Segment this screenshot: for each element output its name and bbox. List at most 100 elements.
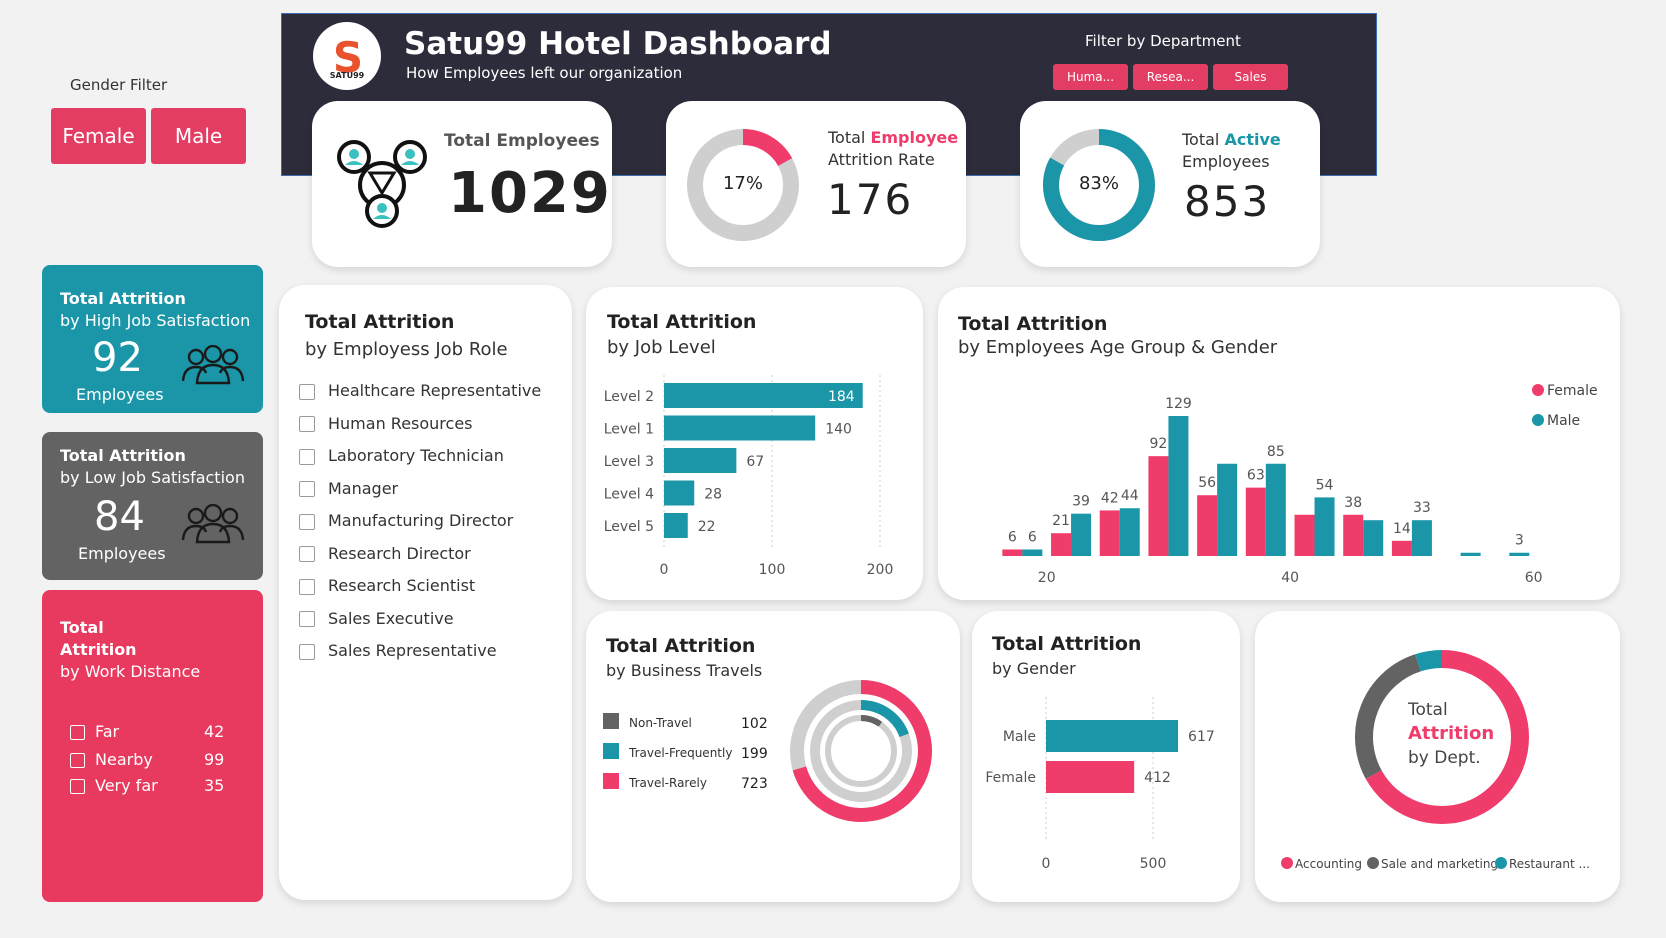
- page-subtitle: How Employees left our organization: [406, 64, 683, 82]
- legend-label: Travel-Rarely: [628, 776, 707, 790]
- center-label-3: by Dept.: [1408, 748, 1481, 768]
- legend-marker: [1532, 414, 1544, 426]
- legend-label: Female: [1547, 383, 1598, 399]
- slice-0: [1365, 650, 1529, 824]
- legend-marker: [603, 773, 619, 789]
- data-label: 21: [1052, 513, 1070, 529]
- checkbox[interactable]: [299, 481, 315, 497]
- job-role-option[interactable]: Research Director: [299, 544, 471, 563]
- data-label: 85: [1267, 444, 1285, 460]
- job-role-option[interactable]: Sales Executive: [299, 609, 454, 628]
- department-card: Total Attrition by Dept. Accounting Sale and…: [1255, 611, 1620, 902]
- bar-female: [1391, 540, 1412, 556]
- checkbox[interactable]: [299, 383, 315, 400]
- checkbox[interactable]: [299, 578, 315, 595]
- data-label: 723: [741, 776, 768, 792]
- center-label-2: Attrition: [1408, 723, 1494, 744]
- x-tick-label: 500: [1140, 856, 1167, 872]
- job-role-title: Total Attrition: [305, 311, 455, 333]
- department-button-human-resources[interactable]: Huma...: [1053, 64, 1128, 90]
- high-satisfaction-subtitle: by High Job Satisfaction: [60, 311, 251, 330]
- gender-subtitle: by Gender: [992, 659, 1076, 678]
- data-label: 67: [746, 454, 764, 470]
- job-role-option[interactable]: Human Resources: [299, 414, 473, 433]
- group-icon: [180, 503, 246, 544]
- job-role-option[interactable]: Manager: [299, 479, 398, 498]
- y-tick-label: Level 3: [604, 454, 654, 470]
- job-role-label: Sales Executive: [328, 608, 454, 628]
- data-label: 28: [704, 487, 722, 503]
- kpi-total-employees-value: 1029: [448, 161, 612, 226]
- work-distance-item-nearby[interactable]: Nearby 99: [70, 750, 240, 769]
- data-label: 3: [1515, 533, 1524, 549]
- bar-female: [1148, 456, 1169, 556]
- work-distance-item-far[interactable]: Far 42: [70, 722, 240, 741]
- job-role-option[interactable]: Laboratory Technician: [299, 446, 504, 465]
- y-tick-label: Female: [985, 770, 1036, 786]
- data-label: 38: [1344, 495, 1362, 511]
- data-label: 184: [828, 389, 855, 405]
- svg-text:S: S: [333, 33, 363, 82]
- high-satisfaction-value: 92: [92, 335, 143, 381]
- x-tick-label: 60: [1525, 570, 1543, 586]
- job-role-subtitle: by Employess Job Role: [305, 339, 508, 360]
- slice-2: [1415, 650, 1443, 672]
- job-role-option[interactable]: Sales Representative: [299, 641, 497, 660]
- bar: [664, 513, 688, 538]
- bar-male: [1046, 720, 1179, 752]
- bar-female: [1046, 761, 1135, 793]
- high-job-satisfaction-card: Total Attrition by High Job Satisfaction…: [42, 265, 263, 413]
- data-label: 63: [1247, 468, 1265, 484]
- checkbox[interactable]: [70, 753, 85, 768]
- checkbox[interactable]: [70, 725, 85, 740]
- checkbox[interactable]: [299, 513, 315, 530]
- checkbox[interactable]: [299, 416, 315, 432]
- legend-label: Male: [1547, 413, 1580, 429]
- business-travel-subtitle: by Business Travels: [606, 661, 763, 680]
- job-role-label: Manufacturing Director: [328, 511, 514, 530]
- checkbox[interactable]: [299, 448, 315, 465]
- gender-chart: Male 617 Female 412 0 500: [985, 697, 1215, 872]
- gender-male-button[interactable]: Male: [151, 108, 246, 164]
- x-tick-label: 100: [759, 562, 786, 578]
- checkbox[interactable]: [70, 779, 85, 794]
- attrition-rate-label: Total Employee Attrition Rate: [828, 128, 959, 169]
- checkbox[interactable]: [299, 643, 315, 660]
- data-label: 39: [1072, 494, 1090, 510]
- checkbox[interactable]: [299, 611, 315, 627]
- legend-label: Accounting: [1295, 857, 1362, 871]
- attrition-rate-donut: [687, 129, 799, 241]
- gender-female-button[interactable]: Female: [51, 108, 146, 164]
- data-label: 412: [1144, 770, 1171, 786]
- y-tick-label: Level 2: [604, 389, 654, 405]
- gender-card: Total Attrition by Gender Male 617 Female 4…: [972, 611, 1240, 902]
- job-role-option[interactable]: Healthcare Representative: [299, 381, 541, 400]
- bar-female: [1343, 514, 1364, 556]
- legend-marker: [1281, 857, 1293, 869]
- legend-marker: [1532, 384, 1544, 396]
- bar-male: [1265, 463, 1286, 556]
- checkbox[interactable]: [299, 546, 315, 562]
- kpi-attrition-rate-card: 17% Total Employee Attrition Rate 176: [666, 101, 966, 267]
- job-role-option[interactable]: Research Scientist: [299, 576, 475, 595]
- y-tick-label: Level 5: [604, 519, 654, 535]
- bar-male: [1071, 513, 1092, 556]
- bar-female: [1294, 514, 1315, 556]
- job-role-label: Laboratory Technician: [328, 446, 504, 465]
- department-chart: Total Attrition by Dept. Accounting Sale and…: [1281, 650, 1590, 871]
- business-travel-chart: Non-Travel 102 Travel-Frequently 199 Travel-…: [603, 680, 932, 822]
- job-role-option[interactable]: Manufacturing Director: [299, 511, 513, 530]
- work-distance-item-very-far[interactable]: Very far 35: [70, 776, 240, 795]
- legend-marker: [603, 743, 619, 759]
- low-satisfaction-subtitle: by Low Job Satisfaction: [60, 468, 245, 487]
- department-button-sales[interactable]: Sales: [1213, 64, 1288, 90]
- ring-travel-frequently: [860, 700, 909, 738]
- data-label: 54: [1316, 477, 1334, 493]
- department-button-research[interactable]: Resea...: [1133, 64, 1208, 90]
- active-employees-value: 853: [1184, 177, 1271, 226]
- bar: [664, 383, 863, 408]
- work-distance-title-2: Attrition: [60, 640, 137, 659]
- x-tick-label: 0: [1042, 856, 1051, 872]
- job-level-chart: 0 100 200 Level 2 184 Level 1 140 Level 3 67 Leve…: [604, 375, 893, 578]
- legend-label: Sale and marketing: [1381, 857, 1498, 871]
